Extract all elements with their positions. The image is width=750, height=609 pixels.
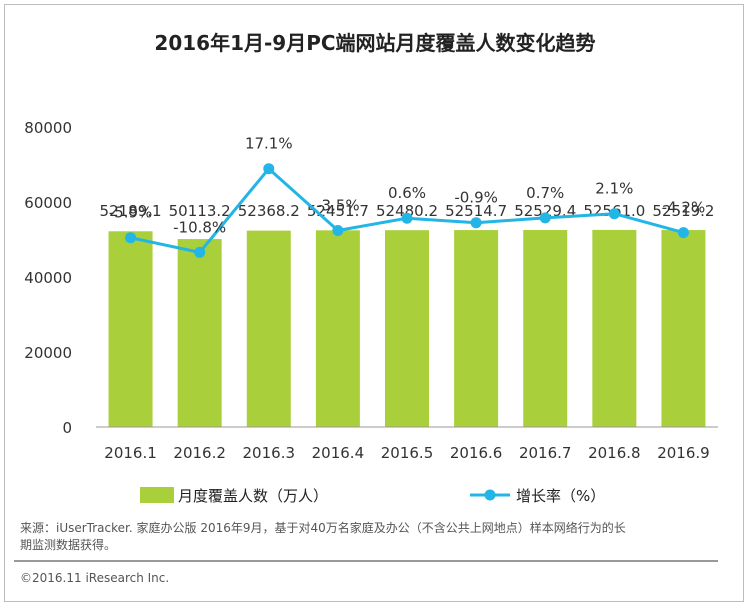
rate-point [401, 212, 413, 224]
x-tick-label: 2016.8 [588, 444, 641, 462]
y-tick-label: 20000 [24, 344, 72, 362]
rate-value-label: -3.5% [316, 197, 360, 215]
x-tick-label: 2016.2 [173, 444, 226, 462]
source-note-line: 期监测数据获得。 [20, 537, 116, 552]
bar [246, 230, 291, 427]
bar [592, 229, 637, 427]
rate-value-label: 0.7% [526, 184, 564, 202]
source-note-line: 来源：iUserTracker. 家庭办公版 2016年9月，基于对40万名家庭… [20, 520, 626, 535]
rate-point [608, 208, 620, 220]
rate-value-label: -0.9% [454, 189, 498, 207]
bar [523, 230, 568, 427]
rate-point [677, 227, 689, 239]
y-tick-label: 60000 [24, 194, 72, 212]
x-tick-label: 2016.5 [381, 444, 434, 462]
rate-value-label: -10.8% [173, 218, 226, 236]
rate-point [194, 246, 206, 258]
x-tick-label: 2016.1 [104, 444, 157, 462]
y-axis: 0 20000 40000 60000 80000 [24, 119, 72, 437]
bars [108, 229, 706, 427]
x-tick-label: 2016.9 [657, 444, 710, 462]
bar [661, 230, 706, 427]
rate-value-label: -5.9% [109, 204, 153, 222]
chart-frame [4, 4, 744, 602]
bar-value-label: 52368.2 [238, 202, 300, 220]
y-tick-label: 80000 [24, 119, 72, 137]
bar [454, 230, 499, 427]
chart-title: 2016年1月-9月PC端网站月度覆盖人数变化趋势 [154, 31, 595, 55]
rate-point [332, 225, 344, 236]
source-note: 来源：iUserTracker. 家庭办公版 2016年9月，基于对40万名家庭… [20, 520, 626, 552]
bar [315, 230, 360, 427]
rate-value-label: 17.1% [245, 135, 293, 153]
rate-value-label: 0.6% [388, 184, 426, 202]
rate-point [539, 212, 551, 224]
y-tick-label: 40000 [24, 269, 72, 287]
x-tick-label: 2016.3 [243, 444, 296, 462]
y-tick-label: 0 [62, 419, 72, 437]
bar-value-label: 52519.2 [652, 202, 714, 220]
copyright: ©2016.11 iResearch Inc. [20, 571, 169, 585]
rate-value-label: -4.2% [662, 199, 706, 217]
legend-line-marker [484, 489, 496, 501]
x-tick-label: 2016.6 [450, 444, 503, 462]
rate-point [125, 232, 137, 244]
bar-value-label: 50113.2 [169, 202, 231, 220]
bar-value-label: 52480.2 [376, 202, 438, 220]
legend: 月度覆盖人数（万人） 增长率（%） [140, 487, 605, 505]
rate-point [470, 217, 482, 229]
bar [177, 239, 222, 427]
legend-bar-swatch [140, 487, 174, 503]
rate-point [263, 163, 275, 175]
rate-labels: -5.9% -10.8% 17.1% -3.5% 0.6% -0.9% 0.7% 2.1% -4… [109, 135, 705, 237]
rate-line [125, 163, 689, 258]
bar [385, 230, 429, 427]
bar-value-label: 52189.1 [100, 202, 162, 220]
legend-bar-label: 月度覆盖人数（万人） [178, 487, 328, 505]
rate-value-label: 2.1% [595, 180, 633, 198]
legend-line-label: 增长率（%） [516, 487, 605, 505]
x-axis: 2016.1 2016.2 2016.3 2016.4 2016.5 2016.6 2016… [104, 444, 709, 462]
bar-value-label: 52514.7 [445, 202, 507, 220]
x-tick-label: 2016.4 [312, 444, 365, 462]
bar [108, 231, 153, 427]
x-tick-label: 2016.7 [519, 444, 572, 462]
